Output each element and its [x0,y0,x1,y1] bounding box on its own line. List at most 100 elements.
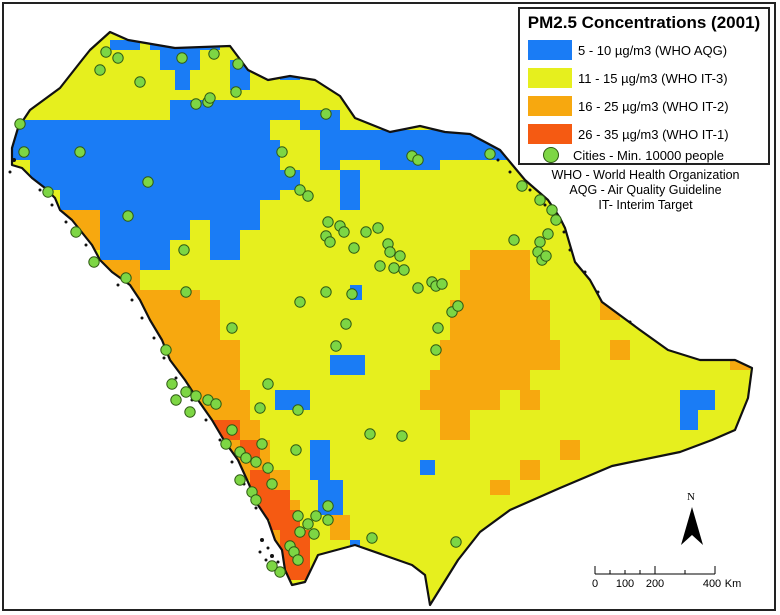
city-marker [226,424,238,436]
city-marker [262,378,274,390]
city-marker [338,226,350,238]
city-marker [256,438,268,450]
city-marker [430,344,442,356]
note-it: IT- Interim Target [598,198,693,212]
city-marker [450,536,462,548]
city-marker [294,526,306,538]
city-marker [294,184,306,196]
city-marker [226,322,238,334]
city-marker [142,176,154,188]
legend-swatch [528,68,572,88]
city-marker [266,560,278,572]
city-marker [330,340,342,352]
city-marker [234,474,246,486]
city-marker [372,222,384,234]
legend-label: Cities - Min. 10000 people [573,147,725,163]
scale-unit: Km [724,578,742,590]
city-marker [292,554,304,566]
city-marker [546,204,558,216]
country-outline [10,30,754,607]
city-marker [540,250,552,262]
city-marker [232,58,244,70]
city-marker [208,48,220,60]
city-marker [74,146,86,158]
scale-tick-0: 0 [591,578,599,590]
city-marker [550,214,562,226]
legend-title: PM2.5 Concentrations (2001) [527,13,761,32]
scale-tick-100: 100 [615,578,635,590]
city-marker [292,404,304,416]
legend-item-26-35: 26 - 35 µg/m3 (WHO IT-1) [528,123,729,145]
city-marker [340,318,352,330]
city-marker [388,262,400,274]
city-marker [176,52,188,64]
city-marker [360,226,372,238]
city-marker [240,452,252,464]
city-marker [250,456,262,468]
city-marker [70,226,82,238]
legend-swatch [528,96,572,116]
note-who: WHO - World Health Organization [551,168,740,182]
city-marker [94,64,106,76]
city-marker [266,478,278,490]
legend-label: 11 - 15 µg/m3 (WHO IT-3) [578,70,728,86]
city-marker [178,244,190,256]
city-marker [302,190,314,202]
city-marker [100,46,112,58]
scale-tick-400: 400 [702,578,722,590]
city-marker [180,286,192,298]
city-marker [230,86,242,98]
city-marker [180,386,192,398]
cities-layer [14,46,562,578]
city-marker [120,272,132,284]
city-marker [320,108,332,120]
city-marker [254,402,266,414]
city-marker [220,438,232,450]
city-marker [310,510,322,522]
city-marker [484,148,496,160]
city-marker [542,228,554,240]
city-marker [170,394,182,406]
city-marker-icon [543,147,559,163]
city-marker [508,234,520,246]
city-marker [432,322,444,334]
north-arrow-icon [681,507,703,545]
legend-item-5-10: 5 - 10 µg/m3 (WHO AQG) [528,39,727,61]
legend-item-16-25: 16 - 25 µg/m3 (WHO IT-2) [528,95,729,117]
legend-item-11-15: 11 - 15 µg/m3 (WHO IT-3) [528,67,728,89]
city-marker [534,236,546,248]
legend-swatch [528,40,572,60]
city-marker [18,146,30,158]
city-marker [112,52,124,64]
city-marker [322,500,334,512]
scale-bar: 0 100 200 400 Km [590,562,760,596]
legend-item-cities: Cities - Min. 10000 people [528,144,724,166]
city-marker [160,344,172,356]
city-marker [394,250,406,262]
city-marker [364,428,376,440]
city-marker [366,532,378,544]
city-marker [190,390,202,402]
city-marker [210,398,222,410]
north-arrow: N [677,491,707,547]
city-marker [346,288,358,300]
city-marker [262,462,274,474]
legend-label: 5 - 10 µg/m3 (WHO AQG) [578,42,728,58]
city-marker [190,98,202,110]
city-marker [184,406,196,418]
city-marker [166,378,178,390]
scale-tick-200: 200 [645,578,665,590]
city-marker [250,494,262,506]
city-marker [348,242,360,254]
city-marker [204,92,216,104]
legend-label: 16 - 25 µg/m3 (WHO IT-2) [578,98,729,114]
city-marker [134,76,146,88]
city-marker [292,510,304,522]
note-aqg: AQG - Air Quality Guideline [569,183,722,197]
north-label: N [687,491,695,503]
city-marker [42,186,54,198]
city-marker [284,166,296,178]
abbreviation-notes: WHO - World Health Organization AQG - Ai… [548,168,743,213]
city-marker [88,256,100,268]
city-marker [324,236,336,248]
